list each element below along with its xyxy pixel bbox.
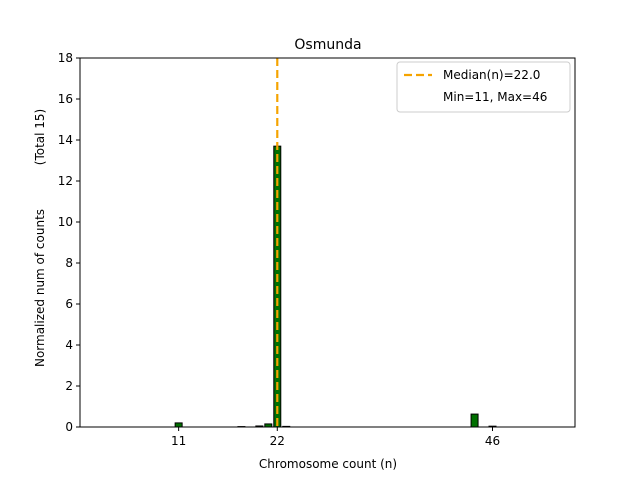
y-tick-label: 6 (65, 297, 73, 311)
bar (174, 422, 183, 428)
y-axis-label: Normalized num of counts (33, 209, 47, 367)
y-tick-label: 12 (58, 174, 73, 188)
x-tick-label: 22 (270, 434, 285, 448)
x-tick-label: 11 (171, 434, 186, 448)
y-tick-label: 16 (58, 92, 73, 106)
y-tick-label: 8 (65, 256, 73, 270)
legend-minmax: Min=11, Max=46 (443, 90, 547, 104)
y-tick-label: 10 (58, 215, 73, 229)
x-axis-label: Chromosome count (n) (259, 457, 397, 471)
chart-title: Osmunda (294, 37, 361, 53)
legend: Median(n)=22.0 Min=11, Max=46 (396, 61, 571, 113)
bar (470, 413, 479, 428)
y-tick-label: 18 (58, 51, 73, 65)
y-tick-label: 4 (65, 338, 73, 352)
y-axis-label-total: (Total 15) (33, 109, 47, 165)
x-tick-label: 46 (485, 434, 500, 448)
y-tick-label: 14 (58, 133, 73, 147)
y-tick-label: 2 (65, 379, 73, 393)
plot-frame (79, 57, 576, 428)
y-tick-label: 0 (65, 420, 73, 434)
legend-median: Median(n)=22.0 (443, 68, 540, 82)
